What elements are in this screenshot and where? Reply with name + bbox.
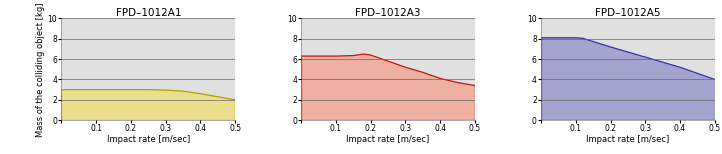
Title: FPD–1012A3: FPD–1012A3 bbox=[355, 8, 421, 18]
Y-axis label: Mass of the colliding object [kg]: Mass of the colliding object [kg] bbox=[36, 2, 45, 137]
Polygon shape bbox=[541, 38, 715, 120]
Polygon shape bbox=[301, 54, 475, 120]
Title: FPD–1012A1: FPD–1012A1 bbox=[116, 8, 181, 18]
X-axis label: Impact rate [m/sec]: Impact rate [m/sec] bbox=[107, 135, 190, 144]
Polygon shape bbox=[61, 90, 235, 120]
X-axis label: Impact rate [m/sec]: Impact rate [m/sec] bbox=[347, 135, 430, 144]
X-axis label: Impact rate [m/sec]: Impact rate [m/sec] bbox=[586, 135, 669, 144]
Title: FPD–1012A5: FPD–1012A5 bbox=[595, 8, 661, 18]
